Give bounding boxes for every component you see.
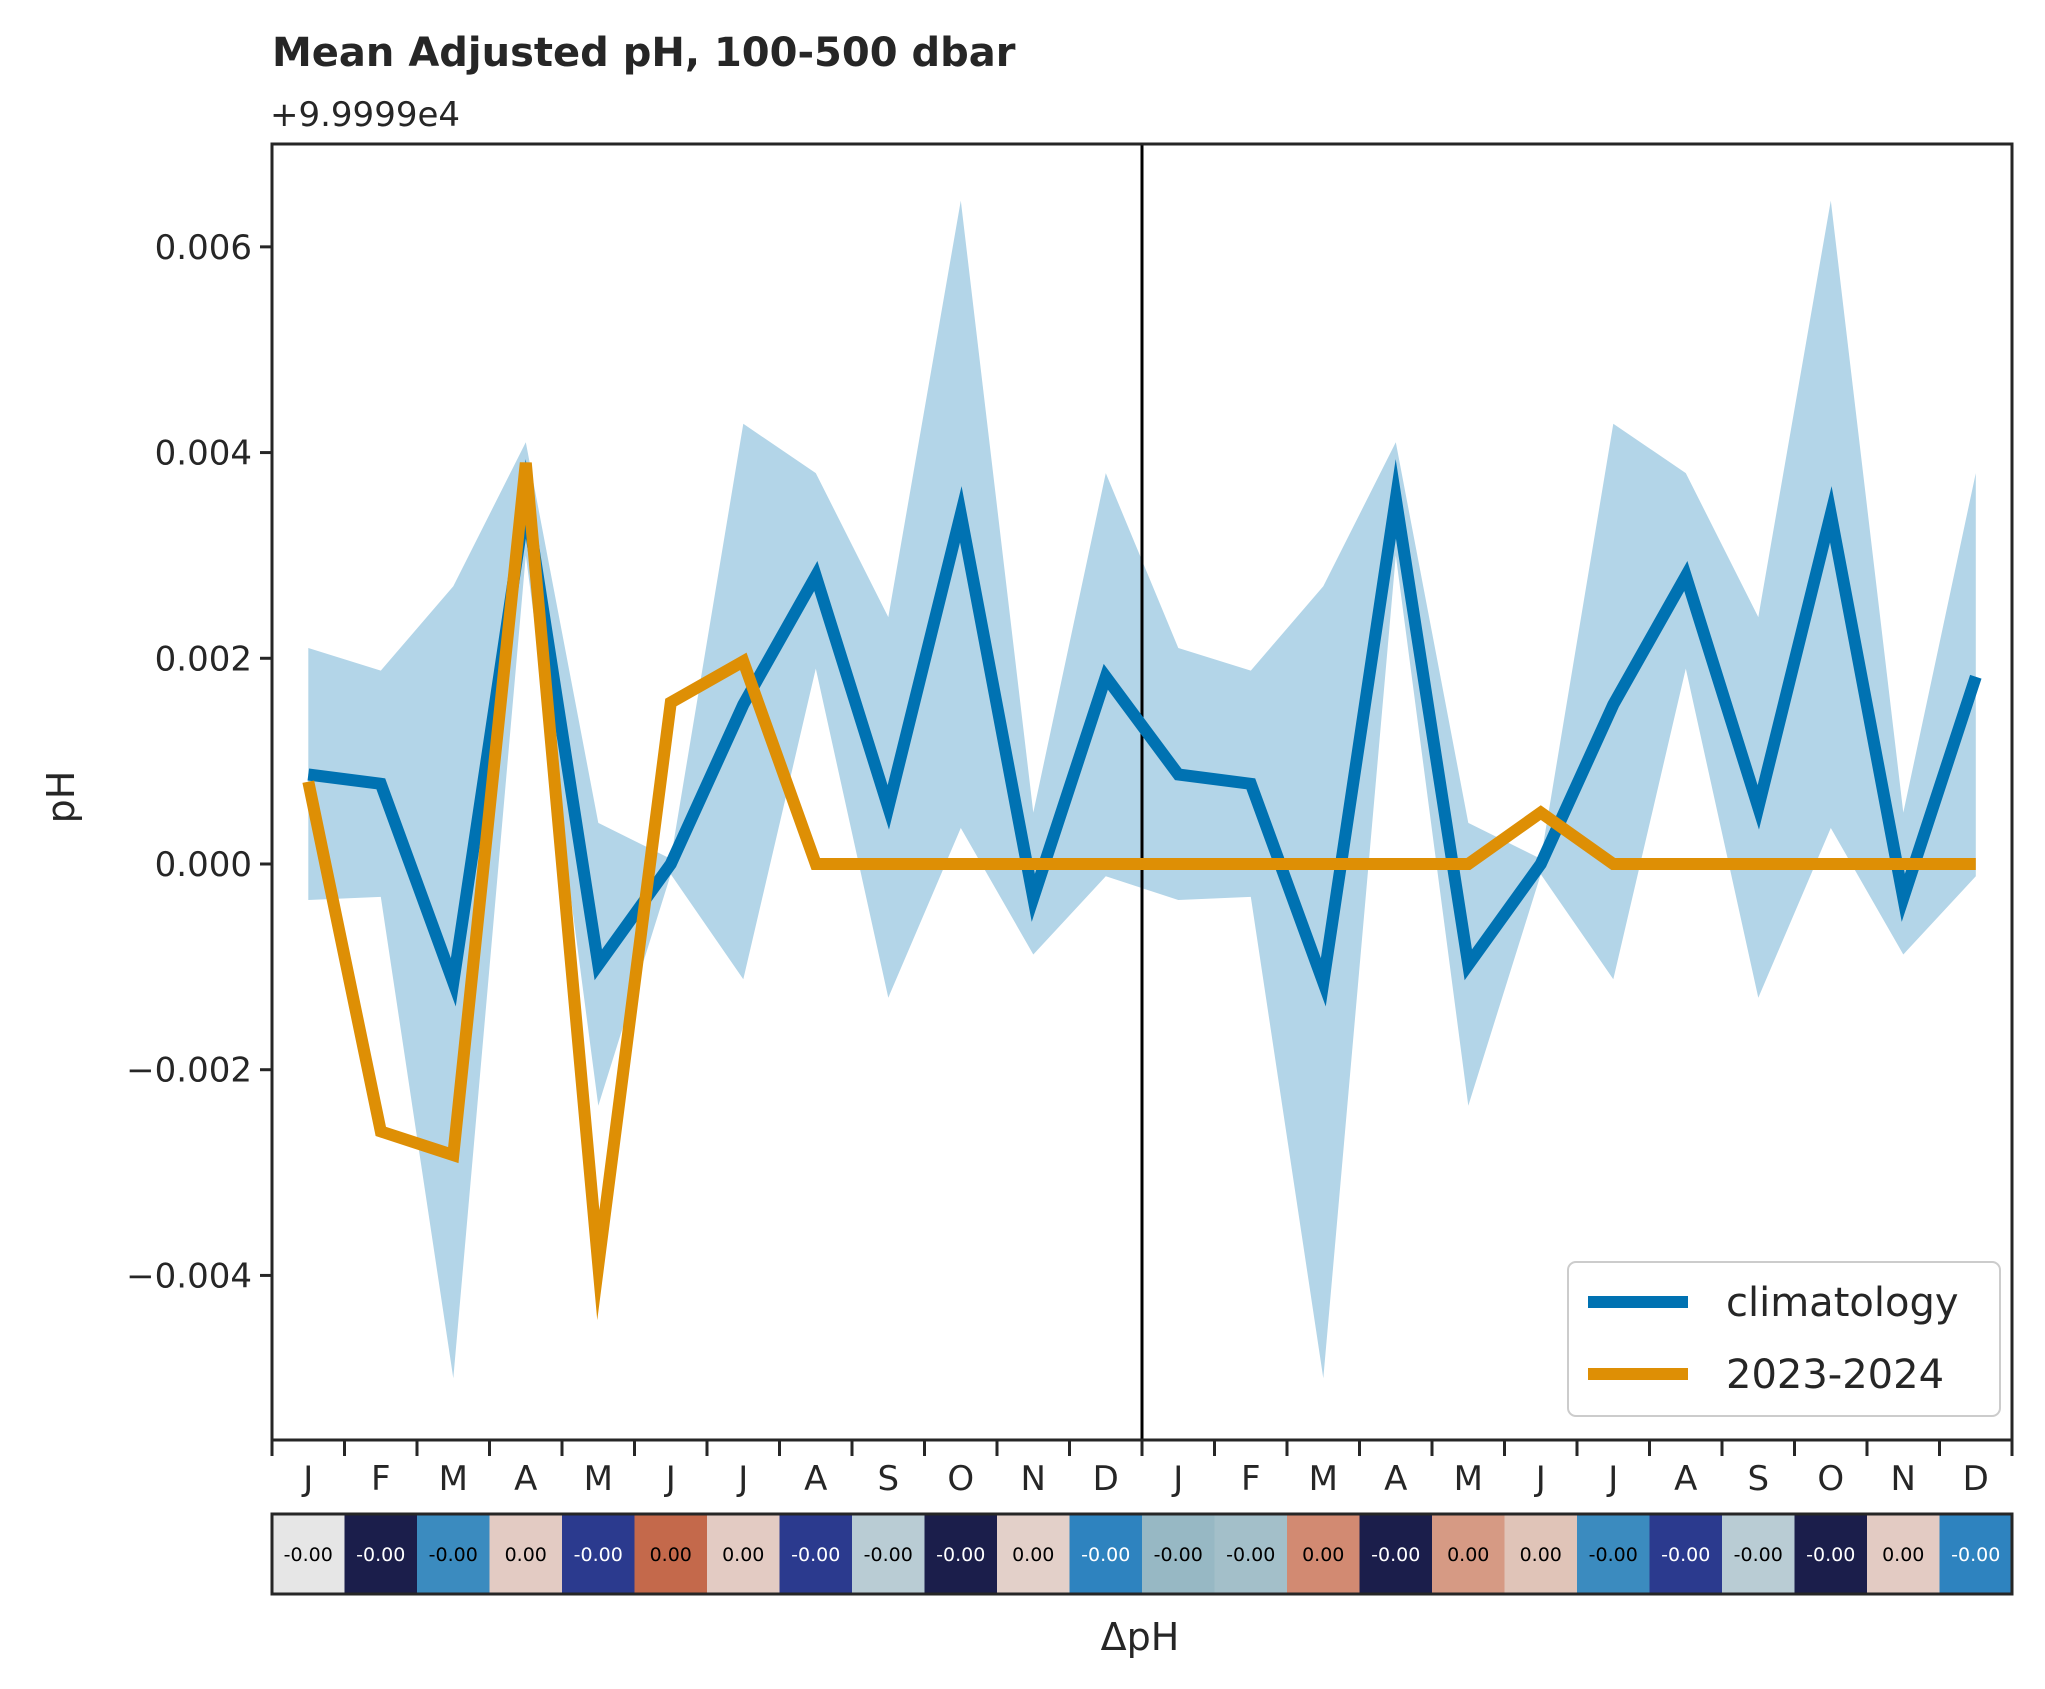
delta-cell <box>344 1514 418 1594</box>
x-tick-label: J <box>1534 1459 1546 1499</box>
delta-cell-label: -0.00 <box>574 1544 623 1566</box>
delta-cell-label: -0.00 <box>1951 1544 2000 1566</box>
delta-cell <box>1577 1514 1650 1594</box>
series-line-climatology <box>307 459 1982 1007</box>
delta-cell-label: -0.00 <box>1081 1544 1130 1566</box>
delta-cell <box>1504 1514 1578 1594</box>
x-tick-label: J <box>301 1459 313 1499</box>
x-tick-label: M <box>1309 1459 1338 1499</box>
x-tick-label: F <box>1241 1459 1261 1499</box>
delta-cell-label: 0.00 <box>1882 1544 1924 1566</box>
delta-cell-label: 0.00 <box>1302 1544 1344 1566</box>
delta-cell <box>1287 1514 1360 1594</box>
delta-cell <box>1214 1514 1288 1594</box>
y-tick-label: −0.002 <box>126 1051 252 1091</box>
delta-cell <box>1142 1514 1215 1594</box>
x-tick-label: A <box>804 1459 827 1499</box>
delta-cell-label: 0.00 <box>1520 1544 1562 1566</box>
y-tick-label: 0.004 <box>155 434 252 474</box>
x-tick-label: J <box>664 1459 676 1499</box>
delta-cell <box>852 1514 925 1594</box>
x-tick-label: M <box>584 1459 613 1499</box>
delta-cell-label: -0.00 <box>356 1544 405 1566</box>
delta-cell-label: 0.00 <box>505 1544 547 1566</box>
delta-cell-label: -0.00 <box>1154 1544 1203 1566</box>
delta-cell-label: 0.00 <box>650 1544 692 1566</box>
delta-cell-label: -0.00 <box>284 1544 333 1566</box>
delta-cell-label: 0.00 <box>1447 1544 1489 1566</box>
x-tick-label: O <box>947 1459 974 1499</box>
x-tick-label: A <box>1384 1459 1407 1499</box>
x-tick-label: A <box>514 1459 537 1499</box>
delta-cell <box>1794 1514 1868 1594</box>
delta-cell <box>707 1514 780 1594</box>
delta-cell-label: -0.00 <box>1661 1544 1710 1566</box>
delta-cell-label: 0.00 <box>722 1544 764 1566</box>
x-tick-label: N <box>1891 1459 1916 1499</box>
delta-cell-label: 0.00 <box>1012 1544 1054 1566</box>
delta-cell <box>489 1514 563 1594</box>
y-axis-label: pH <box>39 771 83 824</box>
x-tick-label: J <box>1606 1459 1618 1499</box>
x-tick-label: J <box>1171 1459 1183 1499</box>
x-tick-label: N <box>1021 1459 1046 1499</box>
y-offset-label: +9.9999e4 <box>270 95 460 135</box>
chart-title: Mean Adjusted pH, 100-500 dbar <box>272 30 1016 76</box>
delta-cell-label: -0.00 <box>1371 1544 1420 1566</box>
delta-cell-label: -0.00 <box>429 1544 478 1566</box>
delta-cell <box>779 1514 853 1594</box>
x-tick-label: F <box>371 1459 391 1499</box>
delta-cell <box>1649 1514 1723 1594</box>
delta-cell <box>1432 1514 1505 1594</box>
x-tick-label: S <box>877 1459 899 1499</box>
delta-cell <box>634 1514 708 1594</box>
delta-cell-label: -0.00 <box>1226 1544 1275 1566</box>
delta-cell-label: -0.00 <box>864 1544 913 1566</box>
x-tick-label: A <box>1674 1459 1697 1499</box>
delta-cell-label: -0.00 <box>936 1544 985 1566</box>
x-tick-label: D <box>1093 1459 1119 1499</box>
legend-label-climatology: climatology <box>1726 1280 1959 1326</box>
series-line-2023-2024 <box>302 462 1976 1321</box>
x-axis-label: ΔpH <box>1101 1615 1180 1659</box>
delta-cell <box>1939 1514 2013 1594</box>
delta-cell-label: -0.00 <box>1734 1544 1783 1566</box>
delta-cell-label: -0.00 <box>1589 1544 1638 1566</box>
x-tick-label: M <box>439 1459 468 1499</box>
x-tick-label: S <box>1747 1459 1769 1499</box>
x-tick-label: M <box>1454 1459 1483 1499</box>
delta-strip-frame <box>270 1512 2014 1596</box>
delta-cell <box>924 1514 998 1594</box>
y-tick-label: 0.006 <box>155 228 252 268</box>
delta-cell <box>272 1514 345 1594</box>
y-tick-label: −0.004 <box>126 1256 252 1296</box>
y-tick-label: 0.000 <box>155 845 252 885</box>
delta-cell <box>1722 1514 1795 1594</box>
delta-cell-label: -0.00 <box>791 1544 840 1566</box>
delta-cell <box>1359 1514 1433 1594</box>
x-tick-label: D <box>1963 1459 1989 1499</box>
legend-label-2023-2024: 2023-2024 <box>1726 1352 1944 1398</box>
delta-cell-label: -0.00 <box>1806 1544 1855 1566</box>
delta-cell <box>417 1514 490 1594</box>
delta-cell <box>997 1514 1070 1594</box>
y-tick-label: 0.002 <box>155 639 252 679</box>
x-tick-label: O <box>1817 1459 1844 1499</box>
delta-cell <box>1069 1514 1143 1594</box>
x-tick-label: J <box>736 1459 748 1499</box>
delta-cell <box>1867 1514 1940 1594</box>
delta-cell <box>562 1514 635 1594</box>
